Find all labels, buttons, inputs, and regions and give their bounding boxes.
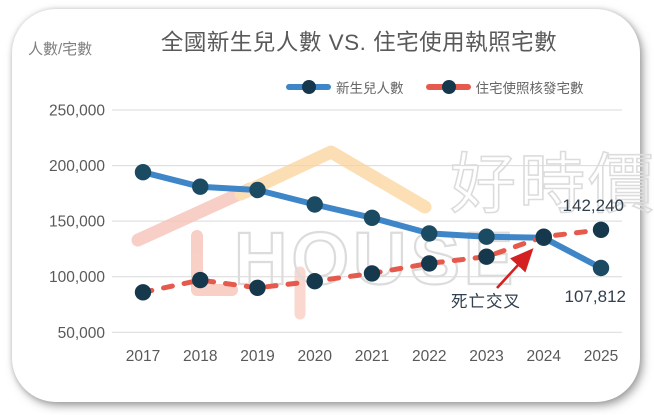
legend-label-newborns: 新生兒人數 bbox=[336, 81, 404, 96]
chart-title: 全國新生兒人數 VS. 住宅使用執照宅數 bbox=[160, 30, 558, 55]
y-axis-unit-label: 人數/宅數 bbox=[28, 41, 93, 58]
legend: 新生兒人數 住宅使照核發宅數 bbox=[286, 77, 584, 97]
legend-item-licenses: 住宅使照核發宅數 bbox=[425, 77, 584, 97]
annotation-value-2025-newborns: 107,812 bbox=[564, 287, 626, 306]
legend-label-licenses: 住宅使照核發宅數 bbox=[475, 81, 584, 96]
legend-item-newborns: 新生兒人數 bbox=[286, 77, 404, 97]
annotation-value-2025-licenses: 142,240 bbox=[562, 196, 624, 215]
newborns-dot-icon bbox=[302, 80, 316, 94]
newborns-line-swatch-icon bbox=[286, 80, 331, 94]
licenses-line-swatch-icon bbox=[425, 80, 471, 94]
annotation-death-cross: 死亡交叉 bbox=[451, 293, 521, 311]
licenses-dot-icon bbox=[441, 80, 456, 94]
